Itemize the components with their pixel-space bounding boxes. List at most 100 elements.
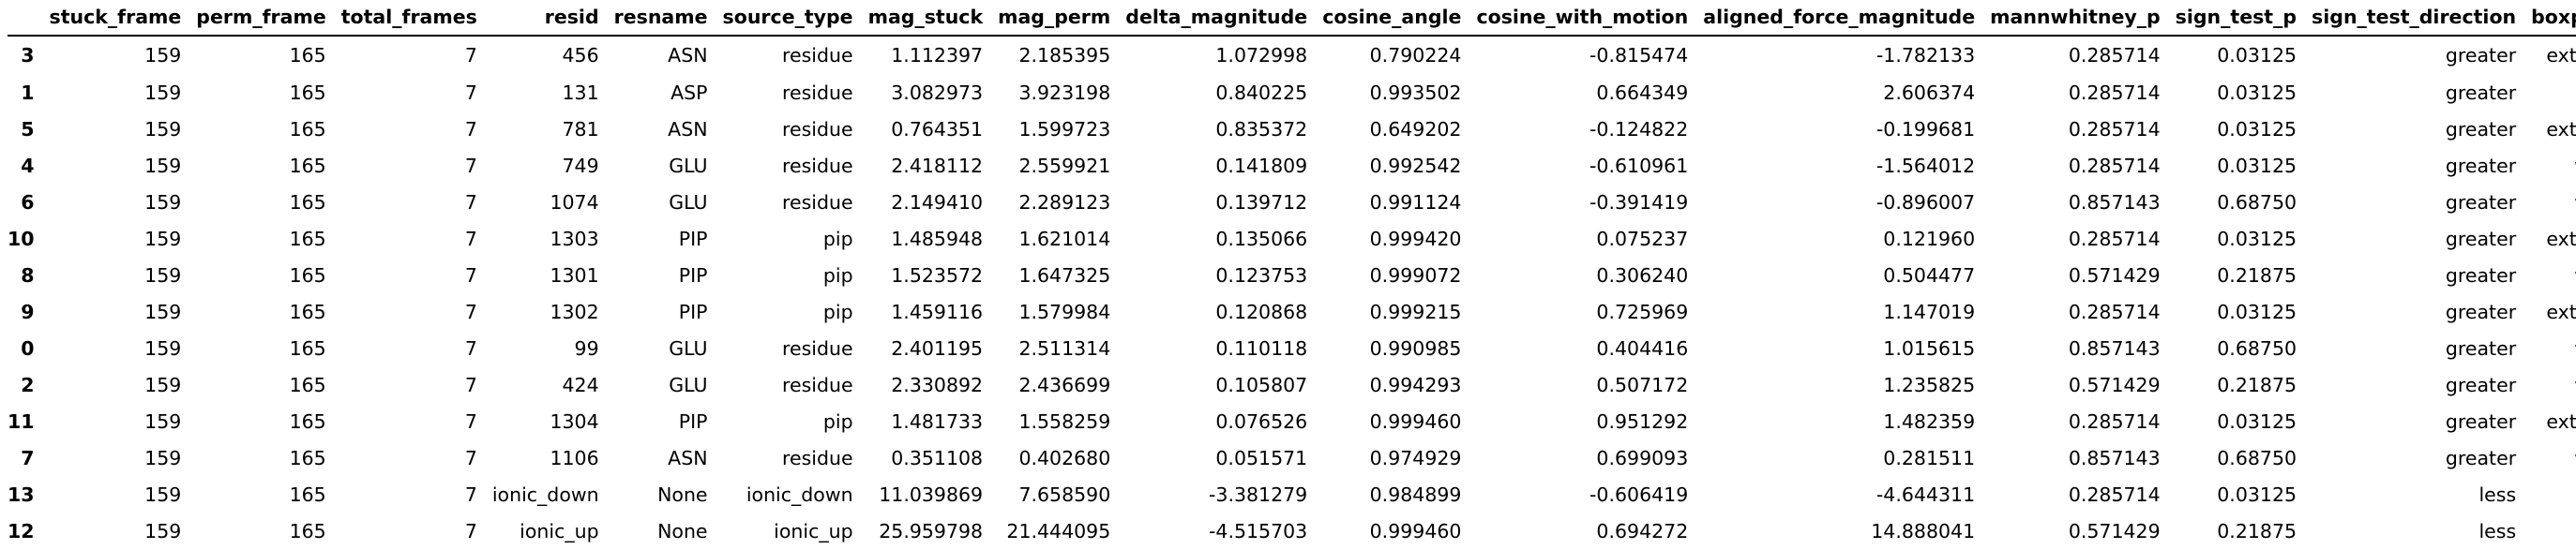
cell-mannwhitney-p: 0.571429: [2068, 374, 2161, 397]
table-row: 11 159 165 7 1304 PIP pip 1.481733 1.558259 0.076…: [8, 404, 2576, 440]
cell-mannwhitney-p: 0.285714: [2068, 301, 2161, 324]
table-row: 3 159 165 7 456 ASN residue 1.112397 2.185395 1.0…: [8, 36, 2576, 75]
cell-mannwhitney-p: 0.571429: [2068, 264, 2161, 288]
cell-perm-frame: 165: [289, 447, 326, 470]
cell-source-type: residue: [782, 447, 853, 470]
table-row: 4 159 165 7 749 GLU residue 2.418112 2.559921 0.1…: [8, 148, 2576, 185]
cell-cosine-with-motion: -0.391419: [1589, 191, 1689, 215]
header-mannwhitney-p: mannwhitney_p: [1975, 0, 2161, 37]
cell-stuck-frame: 159: [144, 520, 182, 543]
cell-delta-magnitude: 0.141809: [1215, 155, 1308, 178]
cell-source-type: residue: [782, 82, 853, 105]
cell-source-type: ionic_down: [746, 483, 853, 507]
row-index: 9: [21, 301, 35, 324]
cell-sign-test-p: 0.03125: [2217, 82, 2297, 105]
cell-mag-stuck: 0.351108: [891, 447, 984, 470]
cell-resid: 424: [562, 374, 599, 397]
cell-delta-magnitude: 0.135066: [1215, 228, 1308, 251]
row-index: 6: [21, 191, 35, 215]
cell-mag-perm: 1.599723: [1018, 118, 1111, 141]
cell-resname: ASP: [670, 82, 708, 105]
cell-resid: 99: [574, 337, 599, 361]
cell-source-type: residue: [782, 374, 853, 397]
cell-perm-frame: 165: [289, 44, 326, 67]
cell-source-type: ionic_up: [774, 520, 853, 543]
cell-cosine-with-motion: 0.507172: [1596, 374, 1689, 397]
cell-resid: 1074: [550, 191, 599, 215]
cell-boxplot-outlier: within range: [2516, 258, 2576, 294]
cell-mag-perm: 2.511314: [1018, 337, 1111, 361]
cell-boxplot-outlier: mild outlier: [2516, 477, 2576, 513]
cell-perm-frame: 165: [289, 264, 326, 288]
cell-mag-stuck: 1.459116: [891, 301, 984, 324]
cell-cosine-with-motion: 0.699093: [1596, 447, 1689, 470]
cell-sign-test-p: 0.21875: [2217, 520, 2297, 543]
cell-resid: 749: [562, 155, 599, 178]
cell-sign-test-p: 0.03125: [2217, 118, 2297, 141]
cell-total-frames: 7: [464, 374, 477, 397]
cell-sign-test-direction: greater: [2445, 374, 2517, 397]
cell-perm-frame: 165: [289, 191, 326, 215]
cell-source-type: pip: [822, 410, 853, 434]
cell-delta-magnitude: 1.072998: [1215, 44, 1308, 67]
cell-delta-magnitude: -3.381279: [1209, 483, 1308, 507]
table-header: stuck_frame perm_frame total_frames resi…: [8, 0, 2576, 37]
cell-total-frames: 7: [464, 483, 477, 507]
cell-cosine-angle: 0.993502: [1369, 82, 1462, 105]
header-cosine-angle: cosine_angle: [1307, 0, 1462, 37]
cell-cosine-angle: 0.649202: [1369, 118, 1462, 141]
cell-sign-test-p: 0.68750: [2217, 447, 2297, 470]
cell-sign-test-p: 0.03125: [2217, 228, 2297, 251]
cell-resid: 1302: [550, 301, 599, 324]
cell-aligned-force-magnitude: -1.564012: [1876, 155, 1976, 178]
row-index: 7: [21, 447, 35, 470]
cell-mag-stuck: 2.401195: [891, 337, 984, 361]
cell-resid: ionic_down: [491, 483, 599, 507]
cell-stuck-frame: 159: [144, 301, 182, 324]
table-row: 13 159 165 7 ionic_down None ionic_down 11.0398…: [8, 477, 2576, 513]
cell-perm-frame: 165: [289, 520, 326, 543]
header-stuck-frame: stuck_frame: [34, 0, 182, 37]
cell-aligned-force-magnitude: 1.482359: [1883, 410, 1976, 434]
cell-mag-perm: 21.444095: [1006, 520, 1111, 543]
cell-delta-magnitude: 0.120868: [1215, 301, 1308, 324]
table-row: 12 159 165 7 ionic_up None ionic_up 25.959798 21…: [8, 513, 2576, 550]
cell-resname: ASN: [668, 44, 708, 67]
cell-cosine-angle: 0.999420: [1369, 228, 1462, 251]
cell-perm-frame: 165: [289, 337, 326, 361]
cell-resname: GLU: [669, 155, 708, 178]
cell-delta-magnitude: 0.840225: [1215, 82, 1308, 105]
cell-cosine-with-motion: -0.124822: [1589, 118, 1689, 141]
cell-resname: ASN: [668, 118, 708, 141]
cell-sign-test-p: 0.21875: [2217, 264, 2297, 288]
cell-aligned-force-magnitude: -1.782133: [1876, 44, 1976, 67]
cell-boxplot-outlier: extreme outlier: [2546, 410, 2576, 434]
cell-resname: PIP: [678, 264, 708, 288]
cell-sign-test-p: 0.03125: [2217, 301, 2297, 324]
cell-sign-test-direction: greater: [2445, 337, 2517, 361]
cell-total-frames: 7: [464, 520, 477, 543]
cell-mannwhitney-p: 0.285714: [2068, 44, 2161, 67]
row-index: 13: [8, 483, 35, 507]
cell-cosine-angle: 0.790224: [1369, 44, 1462, 67]
cell-stuck-frame: 159: [144, 374, 182, 397]
cell-resname: PIP: [678, 410, 708, 434]
cell-cosine-with-motion: 0.725969: [1596, 301, 1689, 324]
cell-mag-perm: 2.185395: [1018, 44, 1111, 67]
cell-boxplot-outlier: within range: [2516, 367, 2576, 404]
cell-aligned-force-magnitude: 2.606374: [1883, 82, 1976, 105]
header-index: [8, 0, 35, 37]
row-index: 2: [21, 374, 35, 397]
cell-cosine-angle: 0.999460: [1369, 410, 1462, 434]
cell-delta-magnitude: 0.139712: [1215, 191, 1308, 215]
cell-sign-test-direction: greater: [2445, 264, 2517, 288]
cell-resid: ionic_up: [520, 520, 599, 543]
cell-total-frames: 7: [464, 410, 477, 434]
cell-mannwhitney-p: 0.857143: [2068, 191, 2161, 215]
cell-mag-stuck: 1.481733: [891, 410, 984, 434]
cell-resid: 1106: [550, 447, 599, 470]
table-row: 2 159 165 7 424 GLU residue 2.330892 2.436699 0.1…: [8, 367, 2576, 404]
cell-resname: PIP: [678, 228, 708, 251]
cell-resname: None: [657, 520, 708, 543]
cell-total-frames: 7: [464, 228, 477, 251]
